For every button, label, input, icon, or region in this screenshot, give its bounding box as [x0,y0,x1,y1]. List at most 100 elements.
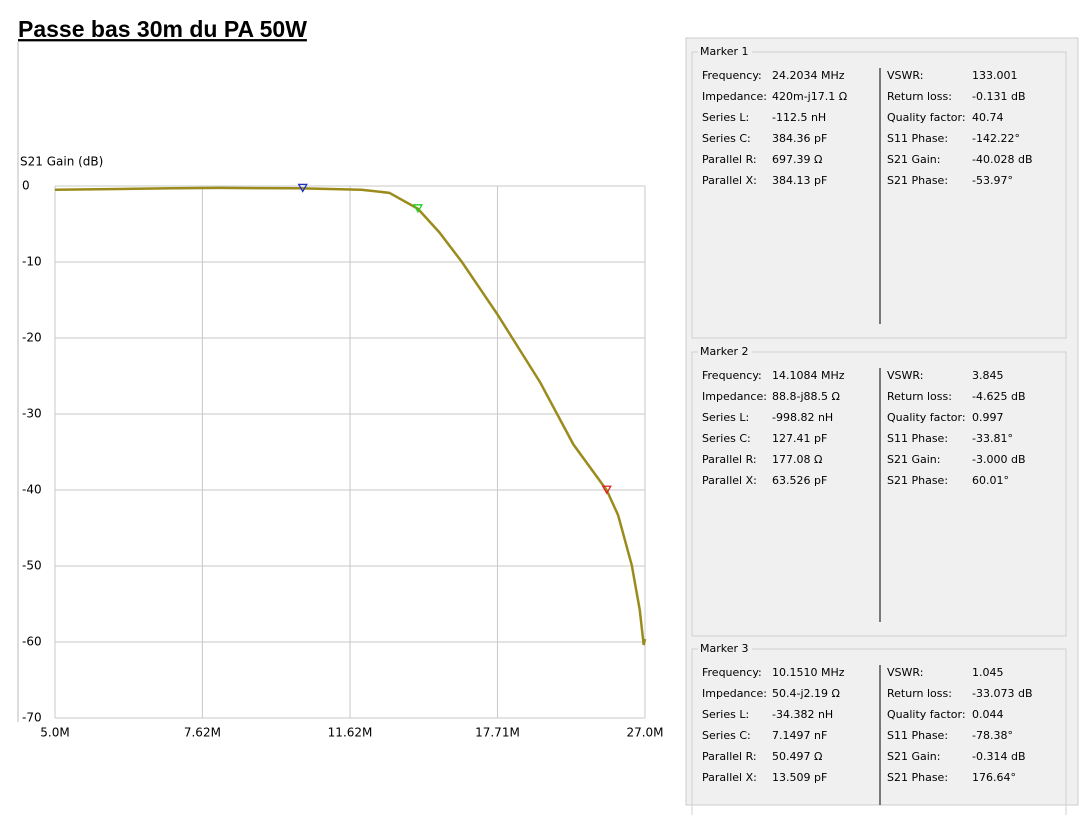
field-label: VSWR: [887,666,923,679]
y-tick-label: -20 [22,331,42,345]
field-label: Return loss: [887,90,952,103]
field-label: Series C: [702,729,751,742]
field-value: -4.625 dB [972,390,1026,403]
field-label: S21 Phase: [887,771,948,784]
field-label: Quality factor: [887,708,966,721]
field-value: -0.314 dB [972,750,1026,763]
field-label: Impedance: [702,90,767,103]
field-label: Parallel X: [702,174,757,187]
field-value: 14.1084 MHz [772,369,845,382]
page-title: Passe bas 30m du PA 50W [18,16,307,42]
field-label: S21 Gain: [887,750,940,763]
marker-title: Marker 3 [700,642,749,655]
x-tick-label: 11.62M [328,726,373,740]
field-value: 13.509 pF [772,771,827,784]
y-tick-label: -70 [22,711,42,725]
field-value: 176.64° [972,771,1016,784]
field-label: Frequency: [702,369,762,382]
field-value: -998.82 nH [772,411,833,424]
y-axis-label: S21 Gain (dB) [20,155,103,169]
field-value: 40.74 [972,111,1004,124]
marker-box [691,351,1067,637]
field-value: -3.000 dB [972,453,1026,466]
field-value: 384.13 pF [772,174,827,187]
field-label: Series C: [702,432,751,445]
field-value: 10.1510 MHz [772,666,845,679]
field-label: Impedance: [702,687,767,700]
field-label: Parallel R: [702,750,757,763]
field-label: Parallel X: [702,771,757,784]
title-bg [698,346,752,358]
field-label: S11 Phase: [887,132,948,145]
field-label: Parallel X: [702,474,757,487]
field-value: -33.073 dB [972,687,1032,700]
field-label: Series L: [702,411,749,424]
x-tick-label: 7.62M [184,726,221,740]
field-value: 177.08 Ω [772,453,822,466]
y-tick-label: -40 [22,483,42,497]
field-value: 7.1497 nF [772,729,827,742]
field-label: Series C: [702,132,751,145]
field-label: Frequency: [702,69,762,82]
field-value: 50.497 Ω [772,750,822,763]
marker-panel [685,37,1079,806]
field-value: 3.845 [972,369,1004,382]
field-label: Return loss: [887,390,952,403]
field-value: -40.028 dB [972,153,1032,166]
y-tick-label: 0 [22,179,30,193]
field-value: -34.382 nH [772,708,833,721]
marker-triangle [297,183,308,193]
field-value: 0.997 [972,411,1004,424]
y-tick-label: -10 [22,255,42,269]
x-tick-label: 5.0M [40,726,69,740]
marker-title: Marker 1 [700,45,749,58]
field-label: Return loss: [887,687,952,700]
marker-box [691,648,1067,815]
field-value: 0.044 [972,708,1004,721]
field-value: 60.01° [972,474,1009,487]
field-label: Quality factor: [887,411,966,424]
field-label: Series L: [702,111,749,124]
field-label: Series L: [702,708,749,721]
field-label: Frequency: [702,666,762,679]
field-label: Impedance: [702,390,767,403]
x-tick-label: 17.71M [475,726,520,740]
field-value: 127.41 pF [772,432,827,445]
field-value: 63.526 pF [772,474,827,487]
field-label: S21 Phase: [887,474,948,487]
field-value: 24.2034 MHz [772,69,845,82]
field-label: Quality factor: [887,111,966,124]
title-bg [698,46,752,58]
field-label: S21 Gain: [887,153,940,166]
field-value: 420m-j17.1 Ω [772,90,847,103]
marker-box [691,51,1067,339]
field-label: Parallel R: [702,453,757,466]
field-value: 1.045 [972,666,1004,679]
field-value: 50.4-j2.19 Ω [772,687,840,700]
marker-triangle [601,485,612,495]
field-value: -53.97° [972,174,1013,187]
title-bg [698,643,752,655]
field-value: 133.001 [972,69,1018,82]
field-value: 697.39 Ω [772,153,822,166]
marker-title: Marker 2 [700,345,749,358]
field-value: -0.131 dB [972,90,1026,103]
field-label: Parallel R: [702,153,757,166]
field-label: S11 Phase: [887,432,948,445]
field-label: S21 Phase: [887,174,948,187]
field-value: -33.81° [972,432,1013,445]
field-label: VSWR: [887,369,923,382]
field-value: -142.22° [972,132,1020,145]
field-label: S21 Gain: [887,453,940,466]
field-label: S11 Phase: [887,729,948,742]
field-value: 384.36 pF [772,132,827,145]
x-tick-label: 27.0M [626,726,663,740]
gain-curve [54,186,647,646]
marker-triangle [412,204,424,214]
field-label: VSWR: [887,69,923,82]
field-value: 88.8-j88.5 Ω [772,390,840,403]
field-value: -112.5 nH [772,111,826,124]
y-tick-label: -60 [22,635,42,649]
